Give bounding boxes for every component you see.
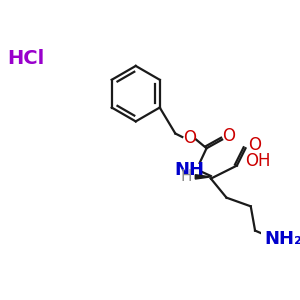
Text: H: H bbox=[181, 169, 192, 184]
Text: O: O bbox=[248, 136, 261, 154]
Text: NH₂: NH₂ bbox=[264, 230, 300, 248]
Text: O: O bbox=[183, 129, 196, 147]
Polygon shape bbox=[195, 175, 211, 179]
Text: HCl: HCl bbox=[7, 50, 44, 68]
Text: NH: NH bbox=[174, 161, 204, 179]
Text: OH: OH bbox=[245, 152, 270, 170]
Text: O: O bbox=[223, 127, 236, 145]
